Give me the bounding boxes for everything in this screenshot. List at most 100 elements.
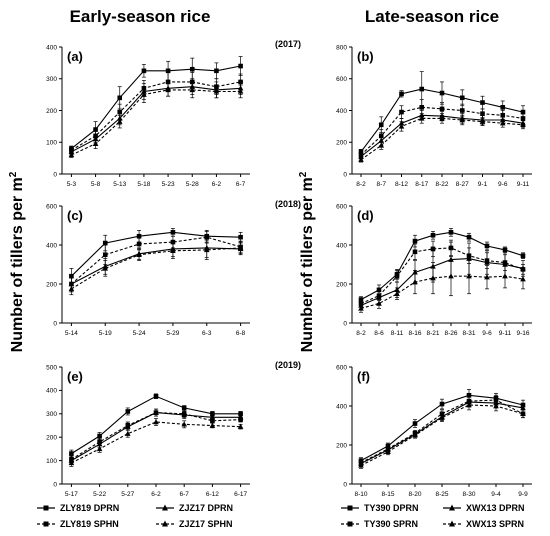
y-tick-label: 400 bbox=[336, 242, 347, 249]
data-point-square bbox=[153, 393, 159, 399]
y-tick-label: 200 bbox=[336, 442, 347, 449]
data-point-triangle bbox=[439, 115, 445, 121]
data-point-square bbox=[520, 116, 526, 121]
y-tick-label: 100 bbox=[46, 140, 57, 147]
y-tick-label: 0 bbox=[343, 320, 347, 327]
legend-label: TY390 DPRN bbox=[364, 503, 419, 513]
data-point-triangle bbox=[209, 414, 216, 420]
panel-label: (a) bbox=[67, 49, 83, 64]
y-tick-label: 800 bbox=[336, 44, 347, 51]
right-y-axis-label: Number of tillers per m2 bbox=[298, 171, 316, 352]
y-tick-label: 600 bbox=[336, 203, 347, 210]
data-point-square bbox=[419, 105, 425, 110]
y-tick-label: 0 bbox=[343, 481, 347, 488]
x-tick-label: 5-27 bbox=[121, 491, 134, 498]
x-tick-label: 8-12 bbox=[395, 181, 408, 188]
panel-label: (f) bbox=[357, 369, 370, 384]
x-tick-label: 9-1 bbox=[478, 181, 488, 188]
panel-label: (e) bbox=[67, 369, 83, 384]
data-point-triangle bbox=[430, 275, 436, 281]
data-point-square bbox=[399, 109, 404, 115]
data-point-triangle bbox=[502, 261, 508, 267]
legend-marker-triangle bbox=[162, 520, 168, 527]
x-tick-label: 8-22 bbox=[435, 181, 448, 188]
legend-label: ZJZ17 SPHN bbox=[179, 519, 233, 529]
x-tick-label: 5-13 bbox=[113, 181, 126, 188]
x-tick-label: 9-11 bbox=[517, 181, 530, 188]
data-point-square bbox=[238, 411, 243, 417]
x-tick-label: 5-17 bbox=[65, 491, 78, 498]
series-line bbox=[71, 231, 241, 277]
y-tick-label: 200 bbox=[336, 140, 347, 147]
series-line bbox=[71, 89, 241, 156]
y-tick-label: 0 bbox=[53, 171, 57, 178]
data-point-square bbox=[500, 105, 506, 110]
series-zjz17-sphn bbox=[68, 418, 244, 467]
data-point-square bbox=[448, 230, 454, 235]
data-point-triangle bbox=[136, 251, 142, 257]
series-line bbox=[71, 247, 241, 290]
legend-item: ZLY819 SPHN bbox=[37, 519, 119, 529]
series-zjz17-sphn bbox=[68, 81, 244, 158]
data-point-triangle bbox=[92, 136, 99, 142]
data-point-square bbox=[210, 418, 215, 424]
legend-label: XWX13 DPRN bbox=[466, 503, 525, 513]
y-tick-label: 200 bbox=[46, 108, 57, 115]
legend-label: XWX13 SPRN bbox=[466, 519, 524, 529]
data-point-square bbox=[439, 401, 445, 407]
series-zjz17-sphn bbox=[68, 239, 244, 296]
y-tick-label: 300 bbox=[46, 76, 57, 83]
data-point-square bbox=[520, 109, 526, 115]
y-tick-label: 200 bbox=[46, 281, 57, 288]
data-point-triangle bbox=[520, 404, 526, 411]
data-point-square bbox=[97, 433, 102, 439]
data-point-triangle bbox=[358, 462, 364, 468]
data-point-square bbox=[439, 106, 445, 112]
data-point-square bbox=[136, 241, 142, 247]
year-label-2019: (2019) bbox=[275, 360, 301, 370]
data-point-triangle bbox=[213, 88, 220, 94]
series-line bbox=[71, 236, 241, 285]
data-point-triangle bbox=[479, 118, 486, 124]
legend-label: ZJZ17 DPRN bbox=[179, 503, 233, 513]
series-line bbox=[71, 247, 241, 285]
x-tick-label: 8-2 bbox=[356, 330, 366, 337]
series-zjz17-dprn bbox=[68, 408, 244, 465]
series-line bbox=[360, 247, 524, 305]
data-point-square bbox=[214, 68, 219, 74]
data-point-triangle bbox=[237, 414, 244, 420]
data-point-square bbox=[125, 409, 131, 414]
data-point-square bbox=[102, 252, 108, 258]
legend-marker-square bbox=[347, 521, 353, 527]
data-point-triangle bbox=[520, 121, 526, 127]
data-point-triangle bbox=[398, 123, 405, 129]
x-tick-label: 8-15 bbox=[381, 491, 394, 498]
x-tick-label: 5-24 bbox=[133, 330, 146, 337]
y-tick-label: 400 bbox=[46, 388, 57, 395]
x-tick-label: 5-29 bbox=[166, 330, 179, 337]
data-point-square bbox=[484, 243, 490, 249]
data-point-triangle bbox=[237, 88, 244, 94]
x-tick-label: 8-2 bbox=[356, 181, 366, 188]
y-tick-label: 400 bbox=[336, 108, 347, 115]
x-tick-label: 6-12 bbox=[206, 491, 219, 498]
data-point-triangle bbox=[153, 418, 159, 425]
data-point-triangle bbox=[412, 279, 418, 285]
series-line bbox=[360, 231, 524, 301]
data-point-square bbox=[165, 68, 171, 74]
series-xwx13-sprn bbox=[358, 113, 526, 163]
data-point-triangle bbox=[237, 244, 244, 251]
x-tick-label: 8-20 bbox=[408, 491, 421, 498]
data-point-square bbox=[376, 287, 382, 293]
series-zjz17-dprn bbox=[68, 237, 244, 293]
legend-left: ZLY819 DPRN ZLY819 SPHN ZJZ17 DPRN ZJZ17… bbox=[37, 503, 233, 529]
y-tick-label: 600 bbox=[336, 76, 347, 83]
x-tick-label: 9-11 bbox=[499, 330, 512, 337]
year-label-2017: (2017) bbox=[275, 39, 301, 49]
x-tick-label: 8-27 bbox=[456, 181, 469, 188]
data-point-triangle bbox=[466, 255, 472, 261]
data-point-square bbox=[136, 233, 142, 239]
x-tick-label: 8-10 bbox=[354, 491, 367, 498]
data-point-square bbox=[69, 451, 74, 456]
x-tick-label: 5-14 bbox=[65, 330, 78, 337]
